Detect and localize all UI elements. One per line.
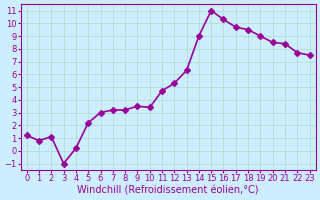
X-axis label: Windchill (Refroidissement éolien,°C): Windchill (Refroidissement éolien,°C) bbox=[77, 186, 259, 196]
